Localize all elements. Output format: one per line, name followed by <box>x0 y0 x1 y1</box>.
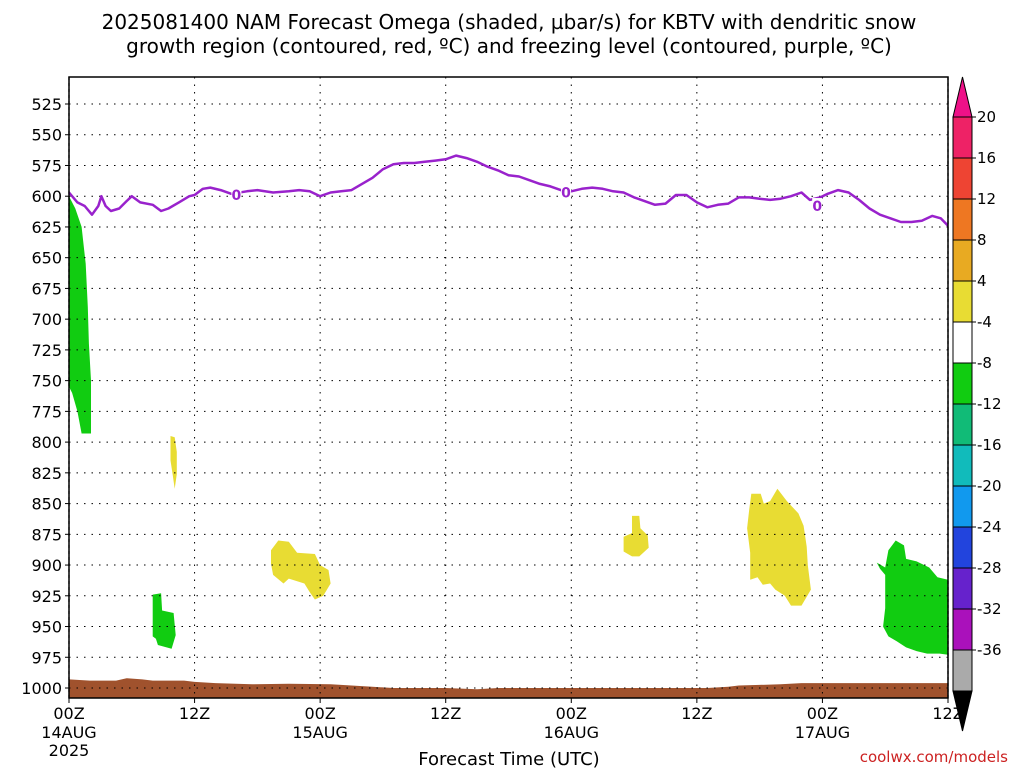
omega-pos4-yellow-4 <box>747 488 811 606</box>
y-tick-label-900: 900 <box>31 556 62 575</box>
terrain-layer <box>69 678 948 698</box>
colorbar-swatch-13 <box>952 649 973 692</box>
colorbar-swatch-8 <box>952 444 973 487</box>
colorbar-swatch-1 <box>952 157 973 200</box>
y-tick-label-650: 650 <box>31 249 62 268</box>
colorbar-label-7: -12 <box>977 395 1002 413</box>
freezing-level-line <box>69 154 948 227</box>
colorbar-swatch-11 <box>952 567 973 610</box>
y-tick-label-525: 525 <box>31 95 62 114</box>
x-tick-label-60: 12Z <box>681 704 712 723</box>
y-tick-label-800: 800 <box>31 433 62 452</box>
y-tick-label-950: 950 <box>31 618 62 637</box>
colorbar-label-8: -16 <box>977 436 1002 454</box>
y-tick-label-625: 625 <box>31 218 62 237</box>
plot-area: 0 0 0 525 550 575 600 625 650 675 700 725 750 775 800… <box>21 76 964 760</box>
x-tick-label-72: 00Z <box>807 704 838 723</box>
y-axis: 525 550 575 600 625 650 675 700 725 750 775 800 825 8… <box>21 95 69 698</box>
x-tick-year-0: 2025 <box>49 741 90 760</box>
colorbar-label-11: -28 <box>977 559 1002 577</box>
x-tick-label-36: 12Z <box>430 704 461 723</box>
y-tick-label-975: 975 <box>31 648 62 667</box>
x-axis-label: Forecast Time (UTC) <box>418 749 599 768</box>
colorbar-label-1: 16 <box>977 149 996 167</box>
x-tick-label-0: 00Z <box>53 704 84 723</box>
colorbar-label-0: 20 <box>977 108 996 126</box>
y-tick-label-775: 775 <box>31 402 62 421</box>
freezing-label-bg-1 <box>561 184 572 200</box>
colorbar-swatch-0 <box>952 116 973 159</box>
y-tick-label-850: 850 <box>31 495 62 514</box>
x-tick-date-72: 17AUG <box>795 723 850 742</box>
y-tick-label-875: 875 <box>31 525 62 544</box>
grid-layer <box>68 77 949 698</box>
chart-title-line-2: growth region (contoured, red, ºC) and f… <box>126 34 892 58</box>
colorbar-label-6: -8 <box>977 354 992 372</box>
y-tick-label-550: 550 <box>31 126 62 145</box>
y-tick-label-1000: 1000 <box>21 679 62 698</box>
freezing-level-label-2: 0 <box>812 199 822 215</box>
x-tick-date-24: 15AUG <box>292 723 347 742</box>
freezing-level-label-0: 0 <box>232 188 242 204</box>
colorbar-swatch-12 <box>952 608 973 651</box>
omega-neg4-green-3 <box>876 540 948 655</box>
colorbar-swatch-3 <box>952 239 973 282</box>
freezing-label-bg-0 <box>231 186 242 202</box>
omega-pos4-yellow-1 <box>170 436 177 489</box>
colorbar-label-12: -32 <box>977 600 1002 618</box>
freezing-level-label-1: 0 <box>561 186 571 202</box>
y-tick-label-925: 925 <box>31 587 62 606</box>
y-tick-label-825: 825 <box>31 464 62 483</box>
omega-neg4-green-2 <box>152 593 176 649</box>
colorbar-label-10: -24 <box>977 518 1002 536</box>
colorbar-label-9: -20 <box>977 477 1002 495</box>
y-tick-label-600: 600 <box>31 187 62 206</box>
omega-shading-layer <box>69 196 948 655</box>
omega-pos4-yellow-3 <box>623 515 649 557</box>
colorbar-swatch-6 <box>952 362 973 405</box>
x-tick-date-0: 14AUG <box>41 723 96 742</box>
colorbar-swatch-10 <box>952 526 973 569</box>
colorbar-top-arrow <box>952 76 973 118</box>
x-tick-label-12: 12Z <box>179 704 210 723</box>
colorbar-label-13: -36 <box>977 641 1002 659</box>
colorbar-swatch-5 <box>952 321 973 364</box>
colorbar-label-3: 8 <box>977 231 987 249</box>
y-tick-label-750: 750 <box>31 372 62 391</box>
chart-title-line-1: 2025081400 NAM Forecast Omega (shaded, µ… <box>102 10 917 34</box>
plot-frame <box>68 76 949 699</box>
colorbar-label-4: 4 <box>977 272 987 290</box>
x-tick-label-24: 00Z <box>304 704 335 723</box>
y-tick-label-675: 675 <box>31 279 62 298</box>
y-tick-label-700: 700 <box>31 310 62 329</box>
omega-neg4-green-1 <box>69 196 91 434</box>
x-tick-date-48: 16AUG <box>544 723 599 742</box>
colorbar: 20 16 12 8 4 -4 -8 -12 -16 -20 -24 -28 -32 -36 <box>952 76 1002 732</box>
freezing-level-layer: 0 0 0 <box>69 154 948 227</box>
freezing-label-bg-2 <box>812 198 823 214</box>
colorbar-swatch-9 <box>952 485 973 528</box>
credit-text: coolwx.com/models <box>860 748 1008 766</box>
colorbar-bottom-arrow <box>952 690 973 732</box>
colorbar-label-5: -4 <box>977 313 992 331</box>
y-tick-label-575: 575 <box>31 156 62 175</box>
omega-pos4-yellow-2 <box>271 540 331 600</box>
colorbar-swatch-4 <box>952 280 973 323</box>
colorbar-swatch-2 <box>952 198 973 241</box>
x-tick-label-84: 12Z <box>932 704 963 723</box>
terrain-ground <box>69 678 948 698</box>
colorbar-label-2: 12 <box>977 190 996 208</box>
colorbar-swatch-7 <box>952 403 973 446</box>
y-tick-label-725: 725 <box>31 341 62 360</box>
x-tick-label-48: 00Z <box>556 704 587 723</box>
